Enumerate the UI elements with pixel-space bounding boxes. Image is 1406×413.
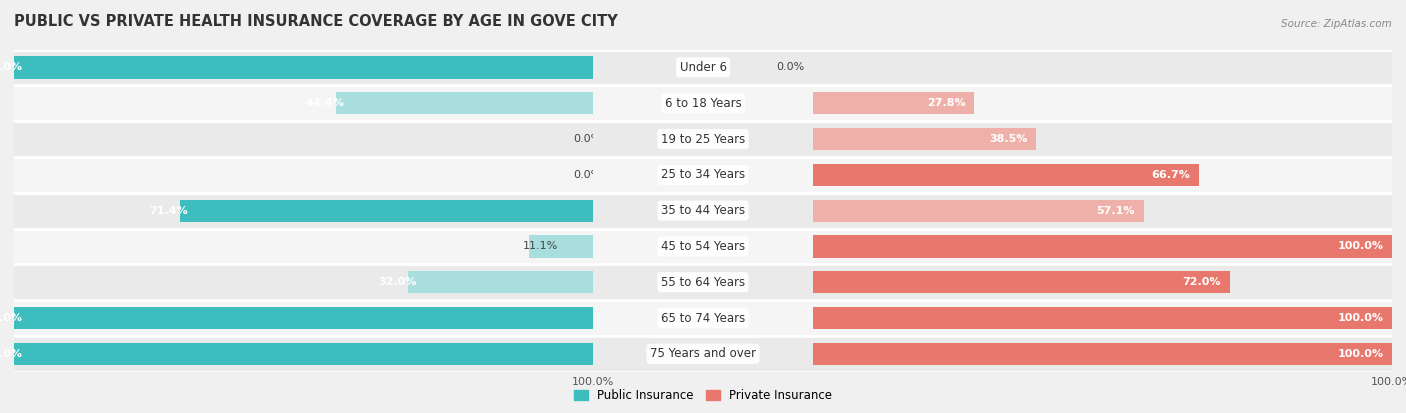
- Text: 0.0%: 0.0%: [776, 62, 804, 72]
- Text: 0.0%: 0.0%: [574, 134, 602, 144]
- Bar: [14, 85, 593, 121]
- Bar: [14, 336, 593, 372]
- Text: 75 Years and over: 75 Years and over: [650, 347, 756, 360]
- Bar: [14, 157, 593, 193]
- Bar: [813, 128, 1036, 150]
- Text: 65 to 74 Years: 65 to 74 Years: [661, 311, 745, 325]
- Bar: [813, 300, 1392, 336]
- Bar: [813, 85, 1392, 121]
- Bar: [529, 235, 593, 258]
- Bar: [813, 92, 974, 114]
- Text: 11.1%: 11.1%: [523, 242, 558, 252]
- Bar: [813, 235, 1392, 258]
- Text: 100.0%: 100.0%: [1337, 242, 1384, 252]
- Bar: [593, 157, 813, 193]
- Bar: [14, 193, 593, 228]
- Text: 27.8%: 27.8%: [927, 98, 966, 108]
- Bar: [593, 193, 813, 228]
- Bar: [813, 164, 1199, 186]
- Bar: [180, 199, 593, 222]
- Bar: [813, 199, 1143, 222]
- Text: 25 to 34 Years: 25 to 34 Years: [661, 169, 745, 181]
- Text: 45 to 54 Years: 45 to 54 Years: [661, 240, 745, 253]
- Bar: [813, 121, 1392, 157]
- Text: 72.0%: 72.0%: [1182, 277, 1222, 287]
- Bar: [813, 264, 1392, 300]
- Bar: [593, 50, 813, 85]
- Bar: [593, 264, 813, 300]
- Bar: [14, 300, 593, 336]
- Bar: [14, 50, 593, 85]
- Text: Source: ZipAtlas.com: Source: ZipAtlas.com: [1281, 19, 1392, 29]
- Bar: [593, 121, 813, 157]
- Bar: [813, 307, 1392, 329]
- Text: 35 to 44 Years: 35 to 44 Years: [661, 204, 745, 217]
- Text: 71.4%: 71.4%: [149, 206, 188, 216]
- Bar: [813, 343, 1392, 365]
- Bar: [813, 271, 1230, 293]
- Text: 100.0%: 100.0%: [0, 313, 22, 323]
- Bar: [813, 193, 1392, 228]
- Text: 32.0%: 32.0%: [378, 277, 416, 287]
- Bar: [813, 336, 1392, 372]
- Bar: [593, 228, 813, 264]
- Bar: [593, 336, 813, 372]
- Text: 100.0%: 100.0%: [1337, 313, 1384, 323]
- Bar: [336, 92, 593, 114]
- Bar: [408, 271, 593, 293]
- Bar: [14, 307, 593, 329]
- Bar: [14, 121, 593, 157]
- Text: 55 to 64 Years: 55 to 64 Years: [661, 276, 745, 289]
- Legend: Public Insurance, Private Insurance: Public Insurance, Private Insurance: [569, 385, 837, 407]
- Bar: [813, 50, 1392, 85]
- Bar: [14, 56, 593, 78]
- Text: 44.4%: 44.4%: [305, 98, 344, 108]
- Text: 19 to 25 Years: 19 to 25 Years: [661, 133, 745, 145]
- Bar: [593, 85, 813, 121]
- Bar: [14, 228, 593, 264]
- Text: 100.0%: 100.0%: [0, 349, 22, 359]
- Text: 38.5%: 38.5%: [988, 134, 1028, 144]
- Text: 66.7%: 66.7%: [1152, 170, 1191, 180]
- Text: Under 6: Under 6: [679, 61, 727, 74]
- Text: 57.1%: 57.1%: [1097, 206, 1135, 216]
- Bar: [14, 264, 593, 300]
- Bar: [813, 157, 1392, 193]
- Text: 0.0%: 0.0%: [574, 170, 602, 180]
- Text: 100.0%: 100.0%: [0, 62, 22, 72]
- Bar: [14, 343, 593, 365]
- Bar: [593, 300, 813, 336]
- Bar: [813, 228, 1392, 264]
- Text: 100.0%: 100.0%: [1337, 349, 1384, 359]
- Text: 6 to 18 Years: 6 to 18 Years: [665, 97, 741, 110]
- Text: PUBLIC VS PRIVATE HEALTH INSURANCE COVERAGE BY AGE IN GOVE CITY: PUBLIC VS PRIVATE HEALTH INSURANCE COVER…: [14, 14, 617, 29]
